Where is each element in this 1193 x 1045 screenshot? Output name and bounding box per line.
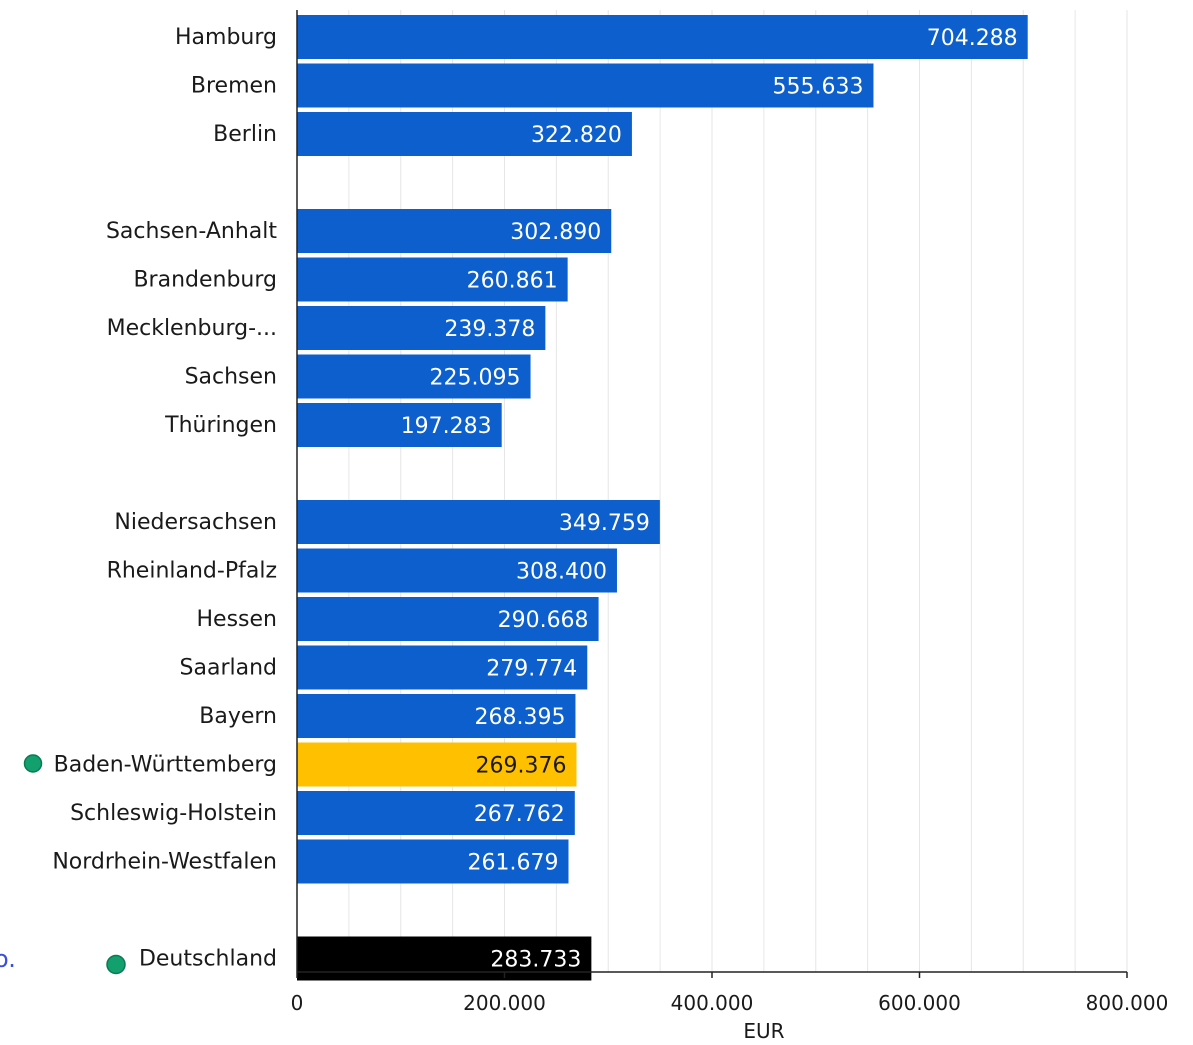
bar <box>297 500 660 544</box>
x-tick-label: 0 <box>291 991 304 1015</box>
value-label: 267.762 <box>474 802 565 827</box>
bar <box>297 791 575 835</box>
bar <box>297 694 576 738</box>
value-label: 279.774 <box>486 657 577 682</box>
value-label: 197.283 <box>401 414 492 439</box>
category-label: Hamburg <box>175 25 277 50</box>
value-label: 225.095 <box>430 366 521 391</box>
bar <box>297 936 592 981</box>
value-label: 302.890 <box>510 220 601 245</box>
marker-dot <box>23 754 43 773</box>
x-tick-label: 400.000 <box>671 991 754 1015</box>
bar <box>297 15 1028 59</box>
category-label: Sachsen-Anhalt <box>106 219 277 244</box>
value-label: 322.820 <box>531 123 622 148</box>
stray-text: o. <box>0 945 16 973</box>
x-axis: 0 200.000 400.000 600.000 800.000 <box>291 10 1169 1015</box>
value-label: 269.376 <box>475 754 566 779</box>
bar <box>297 257 568 302</box>
x-tick-label: 600.000 <box>878 991 961 1015</box>
value-label: 239.378 <box>444 317 535 342</box>
marker-dots <box>23 754 126 975</box>
value-label: 349.759 <box>559 511 650 536</box>
category-label: Bayern <box>199 704 277 729</box>
category-label: Berlin <box>213 122 277 147</box>
category-label: Deutschland <box>139 947 277 972</box>
category-label: Niedersachsen <box>114 510 277 535</box>
category-label: Bremen <box>191 74 277 99</box>
bar <box>297 209 612 253</box>
x-tick-label: 200.000 <box>463 991 546 1015</box>
bar <box>297 597 599 641</box>
category-label: Rheinland-Pfalz <box>107 559 277 584</box>
bar <box>297 839 569 884</box>
x-tick-label: 800.000 <box>1086 991 1169 1015</box>
value-label: 260.861 <box>467 269 558 294</box>
bar <box>297 403 502 447</box>
value-labels: 704.288 555.633 322.820 302.890 260.861 239.3… <box>401 26 1018 973</box>
value-label: 290.668 <box>498 608 589 633</box>
bar <box>297 354 531 399</box>
value-label: 704.288 <box>927 26 1018 51</box>
bar <box>297 112 632 156</box>
bar <box>297 742 577 787</box>
bar <box>297 63 874 108</box>
value-label: 268.395 <box>474 705 565 730</box>
value-label: 308.400 <box>516 560 607 585</box>
category-label: Thüringen <box>164 413 277 438</box>
bar <box>297 645 588 690</box>
value-label: 283.733 <box>490 948 581 973</box>
x-axis-title: EUR <box>743 1019 784 1043</box>
category-label: Brandenburg <box>133 268 277 293</box>
category-label: Sachsen <box>185 365 277 390</box>
category-label: Saarland <box>180 656 277 681</box>
value-label: 555.633 <box>772 75 863 100</box>
marker-dot <box>106 954 126 975</box>
bar <box>297 306 546 350</box>
category-labels: Hamburg Bremen Berlin Sachsen-Anhalt Branden… <box>52 25 277 972</box>
category-label: Nordrhein-Westfalen <box>52 850 277 875</box>
gridlines <box>348 10 1128 972</box>
bar <box>297 548 617 593</box>
category-label: Hessen <box>197 607 277 632</box>
bars-group <box>297 15 1028 981</box>
category-label: Mecklenburg-... <box>107 316 277 341</box>
category-label: Schleswig-Holstein <box>70 801 277 826</box>
value-label: 261.679 <box>468 851 559 876</box>
category-label: Baden-Württemberg <box>54 753 277 778</box>
